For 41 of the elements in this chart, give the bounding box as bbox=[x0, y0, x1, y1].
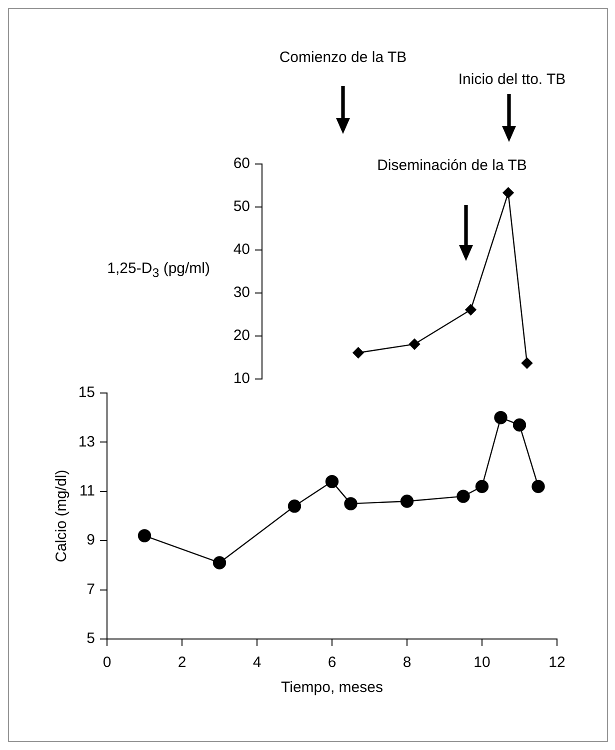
x-tick-label: 0 bbox=[102, 654, 112, 672]
y-tick-label: 40 bbox=[233, 241, 250, 258]
y-tick-label: 13 bbox=[78, 433, 95, 450]
point bbox=[325, 474, 339, 488]
point bbox=[408, 338, 420, 350]
x-tick-label: 10 bbox=[474, 654, 490, 672]
point bbox=[212, 556, 226, 570]
x-tick-label: 6 bbox=[328, 654, 336, 672]
point bbox=[400, 494, 414, 508]
point bbox=[352, 347, 364, 358]
y-tick-label: 5 bbox=[86, 630, 95, 648]
x-axis-title: Tiempo, meses bbox=[281, 679, 383, 696]
point bbox=[512, 418, 526, 432]
y-tick-label: 10 bbox=[233, 370, 250, 388]
point bbox=[138, 529, 152, 542]
x-tick-label: 4 bbox=[252, 654, 262, 672]
y-tick-label: 7 bbox=[86, 580, 95, 598]
y-tick-label: 20 bbox=[233, 327, 250, 344]
point bbox=[502, 187, 514, 198]
point bbox=[521, 357, 533, 369]
annotation: Diseminación de la TB bbox=[377, 156, 527, 176]
point bbox=[494, 411, 508, 424]
y-axis-title: 1,25-D$_{3}$ (pg/ml) bbox=[107, 260, 210, 280]
y-tick-label: 50 bbox=[233, 198, 250, 216]
point bbox=[344, 497, 358, 510]
y-tick-label: 15 bbox=[78, 384, 95, 402]
y-tick-label: 60 bbox=[233, 155, 250, 172]
text: Inicio del tto. TB bbox=[457, 70, 567, 90]
y-tick-label: 9 bbox=[86, 532, 95, 549]
text: Comienzo de la TB bbox=[278, 48, 408, 68]
point bbox=[475, 480, 489, 494]
x-tick-label: 2 bbox=[178, 654, 186, 672]
point bbox=[532, 480, 545, 494]
y-tick-label: 30 bbox=[233, 284, 250, 302]
point bbox=[456, 490, 470, 503]
y-axis-title: Calcio (mg/dl) bbox=[53, 470, 70, 562]
point bbox=[465, 304, 476, 316]
point bbox=[288, 500, 302, 513]
y-tick-label: 11 bbox=[79, 482, 95, 500]
x-tick-label: 12 bbox=[548, 654, 566, 672]
x-tick-label: 8 bbox=[402, 654, 412, 672]
